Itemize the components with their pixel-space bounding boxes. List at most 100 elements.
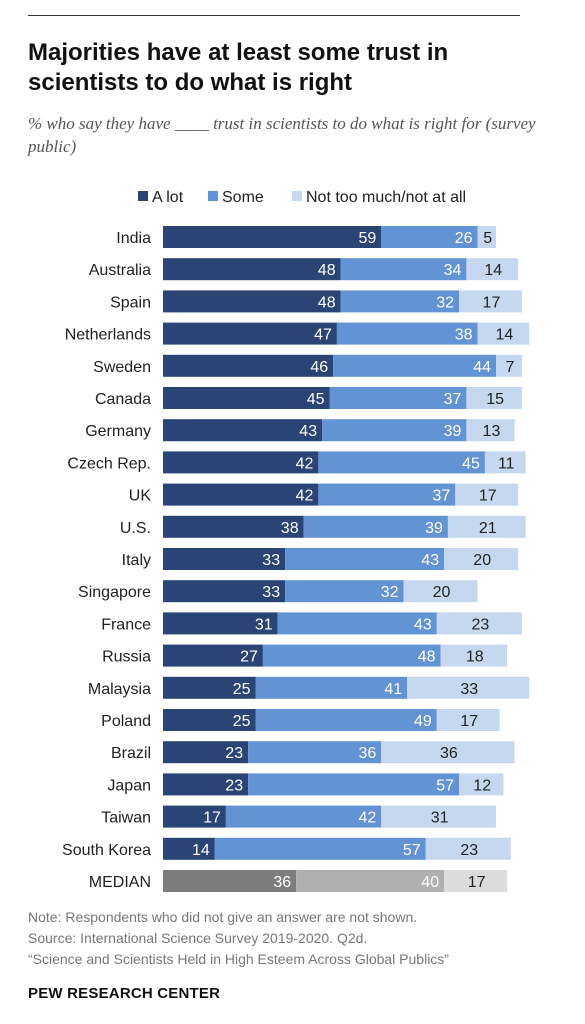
value-label-some-australia: 34 (444, 262, 462, 279)
value-label-not-too-much-poland: 17 (460, 713, 478, 730)
bar-not-too-much-france (436, 612, 522, 635)
bar-a-lot-poland (163, 709, 256, 731)
bar-not-too-much-canada (466, 387, 522, 409)
bar-some-spain (340, 290, 459, 313)
value-label-some-czech-rep: 45 (462, 455, 480, 472)
category-label-italy: Italy (122, 552, 151, 569)
bar-some-singapore (285, 580, 404, 603)
category-label-median: MEDIAN (89, 874, 151, 891)
bar-not-too-much-japan (459, 773, 504, 796)
category-label-sweden: Sweden (93, 359, 151, 376)
value-label-not-too-much-u-s: 21 (479, 520, 497, 537)
value-label-not-too-much-malaysia: 33 (460, 681, 478, 698)
value-label-a-lot-south-korea: 14 (192, 842, 210, 859)
value-label-not-too-much-sweden: 7 (505, 359, 514, 376)
value-label-a-lot-canada: 45 (307, 391, 325, 408)
value-label-a-lot-malaysia: 25 (233, 681, 251, 698)
bar-some-australia (340, 258, 467, 281)
value-label-not-too-much-italy: 20 (473, 552, 491, 569)
legend-label-some: Some (222, 189, 264, 206)
bar-not-too-much-netherlands (477, 322, 530, 345)
value-label-not-too-much-taiwan: 31 (431, 810, 449, 827)
bar-a-lot-canada (163, 387, 330, 409)
value-label-not-too-much-singapore: 20 (433, 584, 451, 601)
value-label-not-too-much-south-korea: 23 (460, 842, 478, 859)
footnotes: Note: Respondents who did not give an an… (28, 907, 568, 970)
value-label-some-malaysia: 41 (384, 681, 402, 698)
bar-some-france (277, 612, 437, 635)
value-label-some-sweden: 44 (473, 359, 491, 376)
category-label-taiwan: Taiwan (101, 810, 151, 827)
category-label-u-s: U.S. (120, 520, 151, 537)
bar-some-taiwan (225, 805, 382, 828)
value-label-not-too-much-uk: 17 (479, 488, 497, 505)
bar-some-japan (248, 773, 459, 796)
value-label-not-too-much-brazil: 36 (440, 745, 458, 762)
bar-some-median (296, 870, 445, 892)
value-label-a-lot-poland: 25 (233, 713, 251, 730)
value-label-some-median: 40 (421, 874, 439, 891)
chart-subtitle: % who say they have ____ trust in scient… (28, 114, 536, 156)
bar-a-lot-uk (163, 483, 319, 506)
bar-some-poland (255, 709, 437, 731)
value-label-some-poland: 49 (414, 713, 432, 730)
value-label-some-netherlands: 38 (455, 327, 473, 344)
value-label-some-spain: 32 (436, 294, 454, 311)
category-label-malaysia: Malaysia (88, 681, 151, 698)
bar-a-lot-japan (163, 773, 249, 796)
legend-item-some: Some (208, 189, 264, 207)
bar-not-too-much-australia (466, 258, 519, 281)
legend-swatch-some (208, 191, 218, 201)
category-label-south-korea: South Korea (62, 842, 151, 859)
value-label-some-canada: 37 (444, 391, 462, 408)
bar-not-too-much-u-s (447, 515, 526, 538)
value-label-not-too-much-france: 23 (471, 616, 489, 633)
legend-swatch-a-lot (138, 191, 148, 201)
bar-some-russia (262, 644, 441, 667)
top-rule (28, 15, 520, 16)
bar-not-too-much-italy (444, 548, 519, 570)
bar-a-lot-median (163, 870, 297, 892)
value-label-some-italy: 43 (421, 552, 439, 569)
bar-a-lot-south-korea (163, 837, 215, 860)
category-label-spain: Spain (110, 294, 151, 311)
bar-not-too-much-uk (455, 483, 519, 506)
bar-not-too-much-spain (459, 290, 522, 313)
bar-some-canada (329, 387, 467, 409)
value-label-not-too-much-spain: 17 (483, 294, 501, 311)
value-label-some-india: 26 (455, 230, 473, 247)
bar-not-too-much-russia (440, 644, 508, 667)
value-label-a-lot-uk: 42 (296, 488, 314, 505)
bar-some-netherlands (336, 322, 478, 345)
bar-some-u-s (303, 515, 448, 538)
value-label-some-south-korea: 57 (403, 842, 421, 859)
bar-not-too-much-czech-rep (484, 451, 526, 474)
legend-label-a-lot: A lot (152, 189, 184, 206)
value-label-a-lot-netherlands: 47 (314, 327, 332, 344)
bar-not-too-much-taiwan (381, 805, 496, 828)
value-label-not-too-much-netherlands: 14 (496, 327, 514, 344)
category-label-brazil: Brazil (111, 745, 151, 762)
pew-logo-text: PEW RESEARCH CENTER (28, 985, 221, 1002)
value-label-not-too-much-japan: 12 (473, 777, 491, 794)
value-label-a-lot-india: 59 (359, 230, 377, 247)
bar-a-lot-india (163, 226, 382, 248)
value-label-some-singapore: 32 (381, 584, 399, 601)
category-label-france: France (101, 616, 151, 633)
value-label-some-france: 43 (414, 616, 432, 633)
value-label-a-lot-spain: 48 (318, 294, 336, 311)
bar-a-lot-czech-rep (163, 451, 319, 474)
bar-not-too-much-sweden (496, 354, 522, 377)
bar-some-uk (318, 483, 456, 506)
bar-a-lot-spain (163, 290, 341, 313)
value-label-not-too-much-canada: 15 (486, 391, 504, 408)
value-label-some-uk: 37 (433, 488, 451, 505)
category-label-australia: Australia (89, 262, 151, 279)
bar-a-lot-germany (163, 419, 323, 442)
bar-not-too-much-south-korea (425, 837, 511, 860)
bar-some-india (381, 226, 478, 248)
value-label-a-lot-u-s: 38 (281, 520, 299, 537)
source-text: Source: International Science Survey 201… (28, 930, 368, 946)
value-label-a-lot-germany: 43 (299, 423, 317, 440)
bar-not-too-much-poland (436, 709, 500, 731)
